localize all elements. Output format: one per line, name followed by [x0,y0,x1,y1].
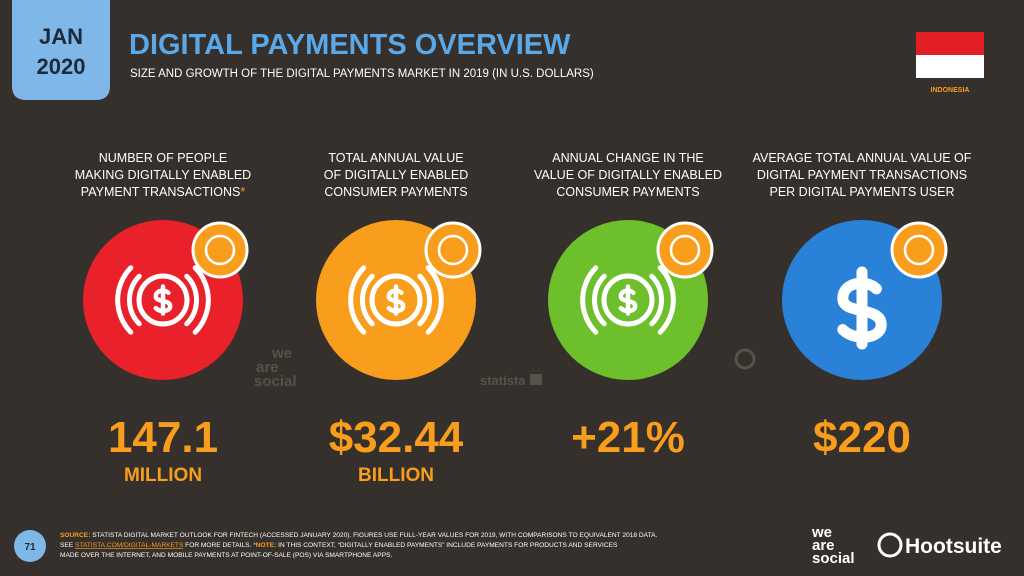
source-line: SOURCE: STATISTA DIGITAL MARKET OUTLOOK … [60,532,658,539]
date-box [12,0,110,100]
stat-label: CONSUMER PAYMENTS [324,185,467,199]
stat-value: +21% [571,413,685,462]
badge [424,221,482,279]
note-key: *NOTE: [253,542,276,549]
page-badge [14,530,46,562]
coin-ring [136,273,190,327]
icons [83,220,948,380]
stat-label: OF DIGITALLY ENABLED [324,168,469,182]
source-text: MADE OVER THE INTERNET, AND MOBILE PAYME… [60,552,392,559]
subtitle: SIZE AND GROWTH OF THE DIGITAL PAYMENTS … [130,68,594,80]
signal-arc [417,273,432,327]
stat-label: TOTAL ANNUAL VALUE [328,151,463,165]
stat-unit: BILLION [358,465,434,486]
source-text: SEE [60,542,75,549]
stat-value: 147.1 [108,413,218,462]
signal-arc [192,265,211,335]
badge-inner [437,234,469,266]
badge [191,221,249,279]
stat-label: PER DIGITAL PAYMENTS USER [770,185,955,199]
signal-arc [657,265,676,335]
watermark: statista [480,373,526,388]
stat-label: AVERAGE TOTAL ANNUAL VALUE OF [753,151,972,165]
logo-was: we [811,524,832,541]
source-link[interactable]: STATISTA.COM/DIGITAL-MARKETS [75,542,184,549]
dollar-icon [618,284,638,316]
badge [890,221,948,279]
signal-arc [115,265,134,335]
stat-label: NUMBER OF PEOPLE [99,151,228,165]
stat-label: DIGITAL PAYMENT TRANSACTIONS [757,168,967,182]
badge-inner [669,234,701,266]
signal-arc [127,273,142,327]
signal-arc [425,265,444,335]
source-line: SEE STATISTA.COM/DIGITAL-MARKETS FOR MOR… [60,542,618,549]
stat-label: CONSUMER PAYMENTS [556,185,699,199]
coin-ring [369,273,423,327]
signal-arc [348,265,367,335]
dollar-icon [386,284,406,316]
logo-was: are [812,537,835,554]
asterisk: * [240,185,245,199]
signal-arc [184,273,199,327]
stat-label-line: PAYMENT TRANSACTIONS* [81,185,246,199]
stat-value: $220 [813,413,911,462]
stat-label: MAKING DIGITALLY ENABLED [75,168,251,182]
stat-unit: MILLION [124,465,202,486]
source-text: IN THIS CONTEXT, “DIGITALLY ENABLED PAYM… [276,542,618,549]
source-text: STATISTA DIGITAL MARKET OUTLOOK FOR FINT… [90,532,657,539]
title: DIGITAL PAYMENTS OVERVIEW [129,29,571,61]
dollar-icon [837,266,887,350]
logo-was: social [812,550,855,567]
country: INDONESIA [931,87,970,94]
badge [656,221,714,279]
watermark-owl [734,348,756,370]
signal-arc [592,273,607,327]
stat-label: ANNUAL CHANGE IN THE [552,151,703,165]
dollar-icon [153,284,173,316]
page-number: 71 [24,542,36,553]
flag-white [916,55,984,78]
signal-arc [360,273,375,327]
stat-value: $32.44 [329,413,464,462]
badge-inner [204,234,236,266]
source-line: MADE OVER THE INTERNET, AND MOBILE PAYME… [60,552,392,559]
signal-arc [580,265,599,335]
badge-inner [903,234,935,266]
logo-owl [877,532,903,558]
logo-hootsuite: Hootsuite [905,535,1002,558]
watermark: social [254,373,297,390]
watermark: we [271,345,292,362]
source-text: FOR MORE DETAILS. [183,542,253,549]
stat-label: PAYMENT TRANSACTIONS [81,185,241,199]
date-month: JAN [39,24,83,49]
flag-red [916,32,984,55]
coin-ring [601,273,655,327]
source-key: SOURCE: [60,532,90,539]
watermark-mark [530,374,542,385]
date-year: 2020 [37,54,86,79]
stat-label: VALUE OF DIGITALLY ENABLED [534,168,722,182]
signal-arc [649,273,664,327]
watermark: are [256,359,279,376]
